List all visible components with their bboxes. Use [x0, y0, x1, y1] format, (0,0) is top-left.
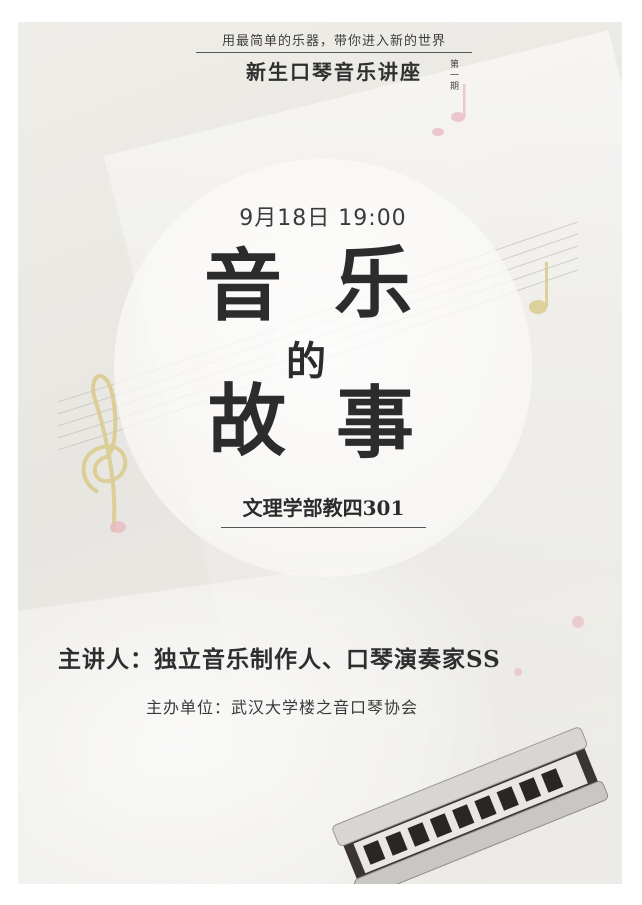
title-char-3: 的 — [286, 340, 326, 384]
event-venue: 文理学部教四301 — [221, 492, 426, 528]
poster: 用最简单的乐器，带你进入新的世界 新生口琴音乐讲座 第一期 9月18日 19:0… — [18, 22, 622, 884]
speaker-line: 主讲人：独立音乐制作人、口琴演奏家SS — [58, 640, 598, 674]
tagline: 用最简单的乐器，带你进入新的世界 — [196, 28, 472, 53]
title-char-1: 音 — [204, 247, 282, 327]
music-note-icon — [529, 262, 548, 314]
event-datetime: 9月18日 19:00 — [198, 200, 448, 232]
organizer-line: 主办单位：武汉大学楼之音口琴协会 — [146, 694, 526, 718]
title-char-4: 故 — [208, 382, 286, 462]
harmonica-icon — [318, 722, 618, 884]
series-badge: 第一期 — [450, 60, 466, 93]
title-char-5: 事 — [336, 384, 414, 464]
title-char-2: 乐 — [334, 244, 412, 324]
series-title: 新生口琴音乐讲座 — [218, 56, 450, 85]
